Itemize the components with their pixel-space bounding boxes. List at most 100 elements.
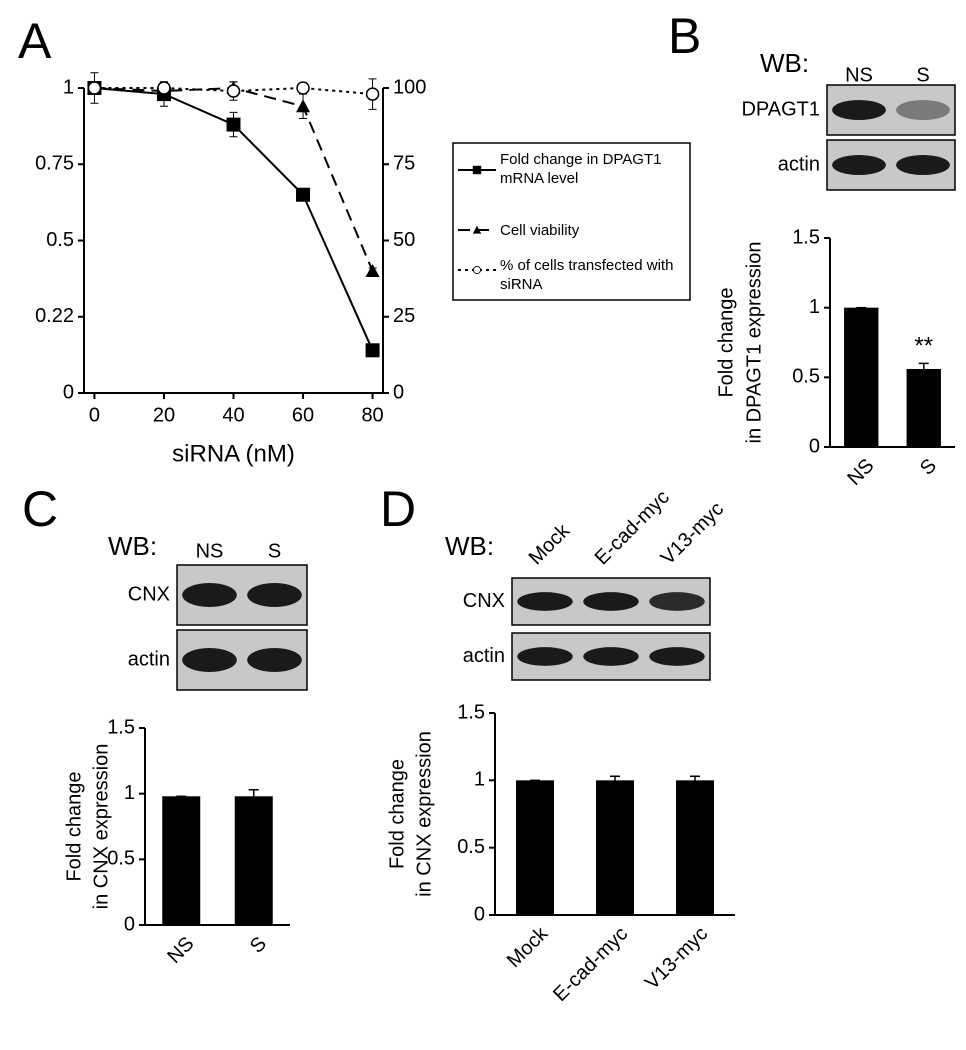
- y2-tick-label: 75: [393, 153, 415, 175]
- panel-letter: A: [18, 13, 52, 69]
- y-axis-title: in CNX expression: [413, 731, 435, 897]
- y-axis-title: Fold change: [715, 287, 737, 397]
- x-tick-label: NS: [163, 933, 198, 968]
- blot-band: [832, 100, 886, 120]
- panel-letter: D: [380, 481, 416, 537]
- panel-letter: C: [22, 481, 58, 537]
- y-tick-label: 1: [124, 782, 135, 804]
- x-tick-label: NS: [843, 455, 878, 490]
- error-bar: [248, 788, 259, 803]
- marker: [365, 343, 380, 358]
- legend-label: Cell viability: [500, 222, 580, 239]
- y-tick-label: 1: [474, 769, 485, 791]
- marker: [226, 84, 241, 98]
- marker: [157, 81, 171, 95]
- y-tick-label: 0.5: [107, 848, 135, 870]
- bar: [906, 368, 941, 447]
- blot-band: [896, 100, 950, 120]
- y-tick-label: 1.5: [792, 226, 820, 248]
- bar: [596, 780, 634, 915]
- lane-label: Mock: [525, 519, 575, 569]
- legend-label: % of cells transfected with siRNA: [500, 257, 674, 293]
- series-line: [94, 86, 373, 96]
- lane-label: S: [268, 540, 281, 562]
- y-tick-label: 0.5: [792, 366, 820, 388]
- marker: [365, 87, 380, 101]
- y-tick-label: 0.5: [457, 836, 485, 858]
- y-axis-title: Fold change: [63, 771, 85, 881]
- lane-label: NS: [196, 540, 224, 562]
- legend-entry: Fold change in DPAGT1 mRNA level: [500, 151, 662, 187]
- y-axis-title: in CNX expression: [90, 744, 112, 910]
- x-tick-label: E-cad-myc: [549, 923, 632, 1006]
- blot-band: [247, 583, 302, 607]
- x-tick-label: 60: [292, 404, 314, 426]
- y-tick-label: 0.75: [35, 153, 74, 175]
- y2-tick-label: 50: [393, 229, 415, 251]
- error-bar: [610, 775, 620, 785]
- marker: [87, 81, 102, 95]
- x-tick-label: V13-myc: [641, 923, 712, 994]
- blot-band: [583, 647, 639, 666]
- blot-band: [182, 583, 237, 607]
- y-axis-title: Fold change: [386, 759, 408, 869]
- panel-letter: B: [668, 8, 701, 64]
- bar: [234, 796, 273, 925]
- lane-label: NS: [845, 64, 873, 86]
- blot-band: [649, 647, 705, 666]
- y-axis-title: in DPAGT1 expression: [743, 242, 765, 444]
- y-tick-label: 0: [124, 913, 135, 935]
- y-tick-label: 1: [63, 76, 74, 98]
- bar: [516, 780, 554, 915]
- x-tick-label: 40: [222, 404, 244, 426]
- marker: [296, 99, 311, 113]
- y-tick-label: 0: [474, 903, 485, 925]
- error-bar: [690, 775, 700, 785]
- blot-band: [583, 592, 639, 611]
- marker: [472, 225, 482, 234]
- row-label: actin: [128, 648, 170, 670]
- y-tick-label: 1.5: [457, 701, 485, 723]
- blot-band: [247, 648, 302, 672]
- wb-label: WB:: [760, 48, 809, 78]
- y-tick-label: 0: [809, 435, 820, 457]
- row-label: CNX: [463, 590, 505, 612]
- wb-label: WB:: [445, 531, 494, 561]
- legend-entry: Cell viability: [500, 222, 580, 239]
- x-tick-label: 0: [89, 404, 100, 426]
- marker: [472, 265, 482, 275]
- legend-label: Fold change in DPAGT1 mRNA level: [500, 151, 662, 187]
- y2-tick-label: 100: [393, 76, 426, 98]
- marker: [226, 117, 241, 132]
- bar: [162, 796, 201, 925]
- y-tick-label: 1: [809, 296, 820, 318]
- error-bar: [918, 362, 929, 375]
- x-tick-label: S: [916, 455, 941, 480]
- wb-label: WB:: [108, 531, 157, 561]
- y2-tick-label: 0: [393, 381, 404, 403]
- lane-label: V13-myc: [657, 498, 728, 569]
- x-axis-title: siRNA (nM): [172, 440, 295, 467]
- marker: [365, 264, 380, 277]
- marker: [472, 165, 482, 175]
- legend-box: [452, 142, 691, 301]
- row-label: actin: [778, 153, 820, 175]
- annotation: **: [914, 333, 933, 360]
- x-tick-label: 80: [361, 404, 383, 426]
- blot-band: [832, 155, 886, 175]
- blot-band: [182, 648, 237, 672]
- row-label: actin: [463, 645, 505, 667]
- y-tick-label: 0.22: [35, 305, 74, 327]
- marker: [296, 81, 310, 95]
- x-tick-label: S: [246, 933, 271, 958]
- blot-band: [517, 647, 573, 666]
- y-tick-label: 0.5: [46, 229, 74, 251]
- legend-entry: % of cells transfected with siRNA: [500, 257, 674, 293]
- y-tick-label: 0: [63, 381, 74, 403]
- blot-band: [517, 592, 573, 611]
- y2-tick-label: 25: [393, 305, 415, 327]
- x-tick-label: 20: [153, 404, 175, 426]
- bar: [844, 307, 879, 447]
